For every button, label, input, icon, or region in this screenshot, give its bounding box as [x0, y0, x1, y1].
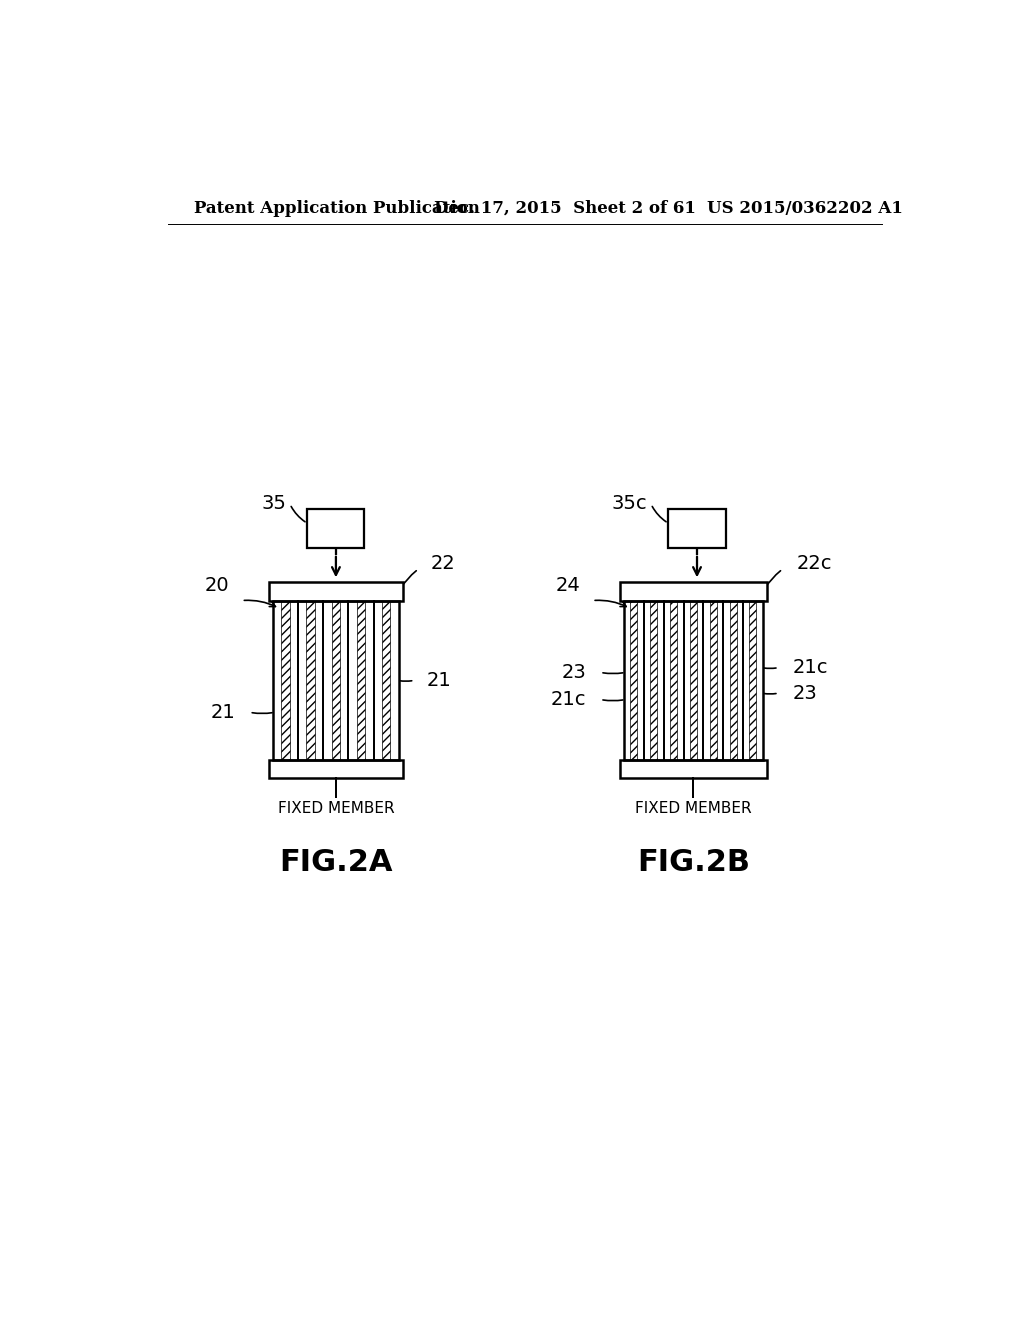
Bar	[669, 510, 726, 548]
Text: 22c: 22c	[797, 554, 833, 573]
Text: Patent Application Publication: Patent Application Publication	[194, 199, 479, 216]
Text: 24: 24	[556, 576, 581, 595]
Bar	[269, 582, 402, 601]
Text: 21: 21	[210, 702, 236, 722]
Text: 20: 20	[205, 576, 229, 595]
Bar	[670, 601, 677, 760]
Text: 23: 23	[561, 663, 586, 682]
Bar	[307, 510, 365, 548]
Bar	[306, 601, 315, 760]
Bar	[282, 601, 290, 760]
Text: 21c: 21c	[551, 690, 586, 709]
Text: FIG.2A: FIG.2A	[280, 847, 392, 876]
Text: Dec. 17, 2015  Sheet 2 of 61: Dec. 17, 2015 Sheet 2 of 61	[433, 199, 695, 216]
Text: 22: 22	[430, 554, 455, 573]
Text: 23: 23	[793, 684, 818, 702]
Bar	[332, 601, 340, 760]
Bar	[730, 601, 736, 760]
Bar	[273, 601, 398, 760]
Bar	[382, 601, 390, 760]
Text: 21c: 21c	[793, 659, 828, 677]
Text: 35: 35	[261, 495, 286, 513]
Text: 35c: 35c	[611, 495, 647, 513]
Bar	[620, 582, 767, 601]
Bar	[620, 760, 767, 779]
Text: FIXED MEMBER: FIXED MEMBER	[635, 801, 752, 816]
Text: 21: 21	[426, 671, 452, 690]
Text: US 2015/0362202 A1: US 2015/0362202 A1	[708, 199, 903, 216]
Bar	[690, 601, 697, 760]
Bar	[356, 601, 366, 760]
Bar	[624, 601, 763, 760]
Bar	[631, 601, 637, 760]
Text: FIG.2B: FIG.2B	[637, 847, 750, 876]
Bar	[750, 601, 757, 760]
Bar	[650, 601, 657, 760]
Bar	[624, 601, 763, 760]
Bar	[710, 601, 717, 760]
Text: FIXED MEMBER: FIXED MEMBER	[278, 801, 394, 816]
Bar	[273, 601, 398, 760]
Bar	[269, 760, 402, 779]
